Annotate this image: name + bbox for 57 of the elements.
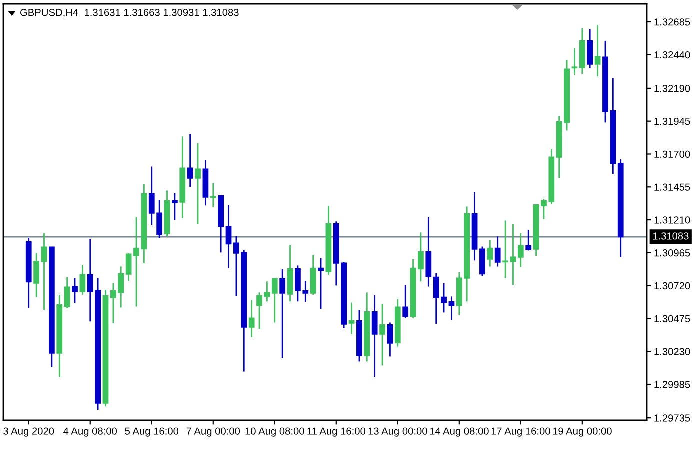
- candlestick: [256, 292, 262, 330]
- x-tick-label: 4 Aug 08:00: [64, 428, 118, 437]
- candlestick: [494, 236, 501, 268]
- candlestick: [272, 278, 278, 324]
- x-tick-label: 19 Aug 00:00: [553, 428, 612, 437]
- y-tick-label: 1.31210: [654, 216, 690, 224]
- y-tick-label: 1.29735: [654, 414, 690, 422]
- candlestick: [187, 133, 194, 188]
- ref-line-label: 1.31083: [653, 232, 689, 240]
- candlestick: [64, 276, 70, 310]
- candlestick: [318, 258, 324, 310]
- candlestick: [372, 294, 378, 378]
- candlestick: [280, 268, 286, 360]
- y-tick-label: 1.30720: [654, 282, 690, 290]
- y-tick-label: 1.32190: [654, 85, 690, 92]
- candlestick: [402, 284, 409, 320]
- candlestick: [34, 252, 40, 298]
- y-tick-label: 1.32685: [654, 18, 690, 26]
- y-tick-label: 1.29985: [654, 381, 690, 388]
- candlestick: [80, 264, 86, 296]
- y-tick-label: 1.31700: [654, 150, 690, 158]
- candlestick: [594, 24, 601, 78]
- y-tick-label: 1.32440: [654, 51, 690, 59]
- candlestick: [210, 182, 216, 208]
- y-tick-label: 1.30965: [654, 250, 690, 257]
- x-tick-label: 3 Aug 2020: [4, 428, 54, 437]
- candlestick: [502, 220, 508, 280]
- candlestick: [380, 303, 386, 366]
- y-tick-label: 1.30475: [654, 315, 690, 322]
- candlestick: [348, 302, 355, 335]
- candlestick: [72, 278, 78, 304]
- x-tick-label: 13 Aug 00:00: [368, 428, 428, 437]
- candlestick: [41, 232, 48, 311]
- x-tick-label: 10 Aug 08:00: [246, 428, 304, 437]
- x-tick-label: 5 Aug 16:00: [125, 428, 179, 437]
- candlestick: [226, 204, 232, 270]
- candlestick: [387, 322, 394, 358]
- candlestick: [172, 192, 178, 221]
- x-tick-label: 17 Aug 16:00: [492, 428, 550, 437]
- x-tick-label: 7 Aug 00:00: [186, 428, 240, 437]
- candlestick: [195, 142, 201, 225]
- y-tick-label: 1.31945: [654, 118, 690, 126]
- candlestick: [572, 48, 578, 76]
- x-tick-label: 11 Aug 16:00: [308, 428, 366, 437]
- candlestick: [264, 280, 270, 302]
- candlestick: [518, 232, 524, 268]
- candlestick: [587, 28, 594, 70]
- x-tick-label: 14 Aug 08:00: [430, 428, 489, 437]
- candlestick: [448, 296, 455, 321]
- candlestick: [526, 229, 532, 252]
- candlestick: [487, 239, 494, 268]
- candlestick: [418, 232, 424, 282]
- candlestick: [248, 299, 255, 338]
- candlestick: [510, 223, 516, 286]
- y-tick-label: 1.31455: [654, 184, 690, 191]
- y-tick-label: 1.30230: [654, 348, 690, 356]
- chart-title: GBPUSD,H4 1.31631 1.31663 1.30931 1.31083: [20, 9, 239, 18]
